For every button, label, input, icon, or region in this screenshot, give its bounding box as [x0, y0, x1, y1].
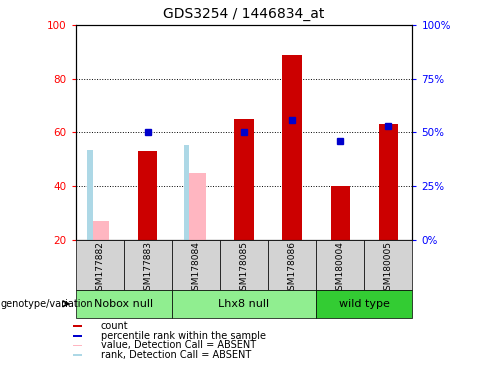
Bar: [138, 151, 158, 240]
Bar: [87, 150, 93, 240]
Bar: [90, 221, 109, 240]
Text: GSM178085: GSM178085: [240, 242, 248, 296]
Bar: [379, 124, 398, 240]
Text: GSM177882: GSM177882: [95, 242, 104, 296]
Text: genotype/variation: genotype/variation: [1, 299, 94, 309]
Text: GSM178086: GSM178086: [287, 242, 297, 296]
Bar: [330, 186, 350, 240]
Bar: [172, 240, 220, 290]
Bar: [234, 119, 254, 240]
Text: value, Detection Call = ABSENT: value, Detection Call = ABSENT: [101, 340, 256, 351]
Bar: [73, 335, 82, 337]
Bar: [73, 325, 82, 327]
Text: GSM177883: GSM177883: [143, 242, 152, 296]
Bar: [316, 290, 412, 318]
Bar: [76, 240, 124, 290]
Text: Nobox null: Nobox null: [94, 299, 153, 309]
Bar: [186, 173, 205, 240]
Bar: [283, 55, 302, 240]
Text: GSM180005: GSM180005: [384, 242, 393, 296]
Bar: [183, 146, 189, 240]
Bar: [364, 240, 412, 290]
Bar: [73, 344, 82, 346]
Title: GDS3254 / 1446834_at: GDS3254 / 1446834_at: [163, 7, 325, 21]
Bar: [316, 240, 364, 290]
Bar: [124, 240, 172, 290]
Text: count: count: [101, 321, 128, 331]
Bar: [172, 290, 316, 318]
Bar: [76, 290, 172, 318]
Text: Lhx8 null: Lhx8 null: [219, 299, 269, 309]
Bar: [268, 240, 316, 290]
Text: percentile rank within the sample: percentile rank within the sample: [101, 331, 265, 341]
Text: wild type: wild type: [339, 299, 390, 309]
Text: rank, Detection Call = ABSENT: rank, Detection Call = ABSENT: [101, 350, 251, 360]
Bar: [220, 240, 268, 290]
Bar: [73, 354, 82, 356]
Text: GSM180004: GSM180004: [336, 242, 345, 296]
Text: GSM178084: GSM178084: [191, 242, 201, 296]
